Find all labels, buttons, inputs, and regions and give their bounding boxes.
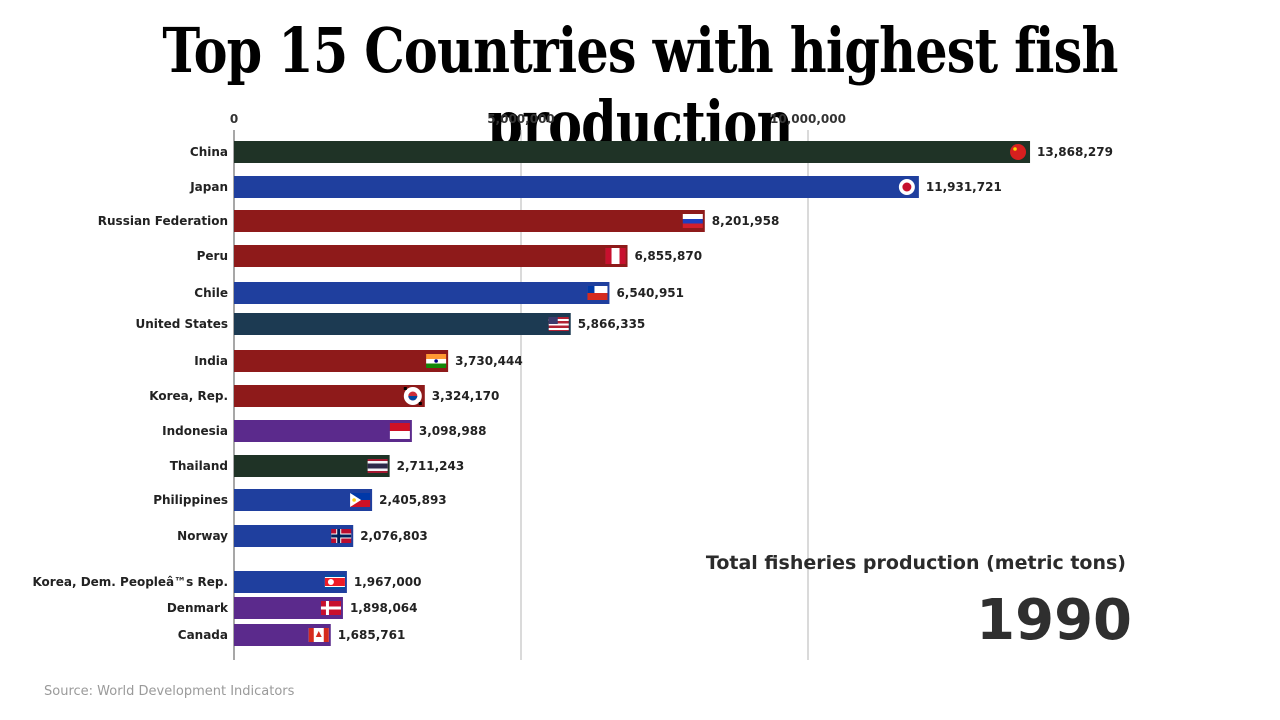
value-label: 1,967,000 [354,575,422,589]
year-label: 1990 [976,588,1132,653]
category-label: Norway [177,529,228,543]
bar-row: Japan 11,931,721 [189,176,1002,198]
category-label: Russian Federation [98,214,228,228]
bar-series: China 13,868,279 Japan 11,931,721 Russian Fe… [32,141,1113,646]
category-label: Korea, Rep. [149,389,228,403]
category-label: Thailand [170,459,228,473]
flag-japan-icon [898,179,915,195]
value-label: 8,201,958 [712,214,780,228]
bar [234,597,343,619]
bar-row: Norway 2,076,803 [177,525,428,547]
x-tick-label: 10,000,000 [770,112,846,126]
bar-row: Korea, Rep. 3,324,170 [149,385,499,407]
metric-label: Total fisheries production (metric tons) [705,552,1126,574]
bar-row: Peru 6,855,870 [197,245,703,267]
bar-row: Chile 6,540,951 [194,282,684,304]
category-label: Philippines [153,493,228,507]
value-label: 5,866,335 [578,317,646,331]
flag-russia-icon [682,214,703,228]
value-label: 2,405,893 [379,493,447,507]
chart-title: Top 15 Countries with highest fish produ… [162,14,1118,160]
bar [234,525,354,547]
flag-korea-rep-icon [403,387,422,405]
value-label: 2,076,803 [360,529,428,543]
flag-peru-icon [605,248,626,264]
bar-row: Thailand 2,711,243 [170,455,465,477]
bar [234,313,571,335]
x-tick-label: 0 [230,112,238,126]
bar [234,455,390,477]
flag-indonesia-icon [389,423,410,439]
bar-row: Philippines 2,405,893 [153,489,447,511]
flag-philippines-icon [350,493,371,507]
value-label: 1,898,064 [350,601,418,615]
flag-denmark-icon [320,601,341,615]
value-label: 11,931,721 [926,180,1002,194]
bar [234,385,425,407]
value-label: 3,098,988 [419,424,487,438]
bar-row: Korea, Dem. Peopleâ™s Rep. 1,967,000 [32,571,421,593]
value-label: 3,324,170 [432,389,500,403]
flag-korea-dem-icon [324,575,345,589]
source-label: Source: World Development Indicators [44,684,295,699]
bar-row: India 3,730,444 [194,350,523,372]
value-label: 3,730,444 [455,354,523,368]
x-axis-ticks: 0 5,000,000 10,000,000 [230,112,846,126]
bar [234,624,331,646]
bar [234,420,412,442]
category-label: Japan [189,180,228,194]
bar [234,350,449,372]
bar-row: Indonesia 3,098,988 [162,420,486,442]
bar [234,210,705,232]
bar [234,141,1031,163]
bar [234,245,628,267]
flag-canada-icon [308,628,329,642]
flag-thailand-icon [367,459,388,473]
category-label: China [190,145,228,159]
category-label: Denmark [167,601,229,615]
category-label: India [194,354,228,368]
bar-row: United States 5,866,335 [135,313,645,335]
bar-row: Russian Federation 8,201,958 [98,210,780,232]
bar [234,489,373,511]
bar [234,282,610,304]
category-label: Chile [194,286,228,300]
flag-chile-icon [587,286,608,300]
value-label: 6,855,870 [635,249,703,263]
x-tick-label: 5,000,000 [487,112,555,126]
flag-india-icon [426,354,447,368]
value-label: 13,868,279 [1037,145,1113,159]
category-label: Indonesia [162,424,228,438]
flag-norway-icon [331,529,352,543]
category-label: Canada [178,628,228,642]
category-label: Korea, Dem. Peopleâ™s Rep. [32,575,228,589]
flag-usa-icon [548,317,569,331]
bar-row: Denmark 1,898,064 [167,597,418,619]
category-label: United States [135,317,228,331]
value-label: 6,540,951 [616,286,684,300]
bar [234,176,919,198]
bar-row: China 13,868,279 [190,141,1113,163]
flag-china-icon [1010,144,1027,160]
value-label: 2,711,243 [397,459,465,473]
category-label: Peru [197,249,228,263]
value-label: 1,685,761 [338,628,406,642]
bar-row: Canada 1,685,761 [178,624,406,646]
bar [234,571,347,593]
